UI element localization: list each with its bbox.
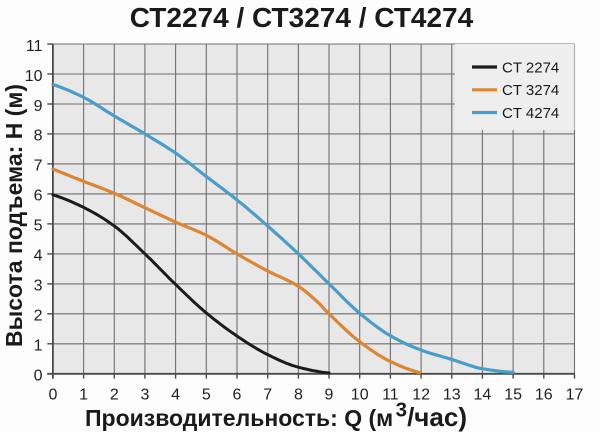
svg-text:17: 17: [566, 387, 584, 404]
svg-text:9: 9: [325, 387, 334, 404]
svg-text:0: 0: [34, 368, 43, 385]
svg-text:6: 6: [34, 188, 43, 205]
svg-text:8: 8: [34, 128, 43, 145]
svg-text:10: 10: [351, 387, 369, 404]
svg-text:15: 15: [504, 387, 522, 404]
svg-text:СТ2274 / СТ3274 / СТ4274: СТ2274 / СТ3274 / СТ4274: [130, 2, 474, 33]
svg-text:1: 1: [79, 387, 88, 404]
svg-text:11: 11: [382, 387, 399, 404]
svg-text:7: 7: [34, 158, 43, 175]
svg-text:CT 4274: CT 4274: [502, 105, 559, 122]
svg-text:4: 4: [171, 387, 180, 404]
svg-text:4: 4: [34, 248, 43, 265]
svg-text:3: 3: [34, 278, 43, 295]
svg-text:CT 2274: CT 2274: [502, 59, 559, 76]
svg-text:10: 10: [25, 68, 43, 85]
svg-text:11: 11: [26, 38, 43, 55]
svg-text:5: 5: [202, 387, 211, 404]
svg-text:13: 13: [443, 387, 461, 404]
svg-text:7: 7: [263, 387, 272, 404]
svg-text:2: 2: [110, 387, 119, 404]
svg-text:14: 14: [474, 387, 492, 404]
svg-text:16: 16: [535, 387, 553, 404]
svg-text:Высота подъема: Н (м): Высота подъема: Н (м): [1, 84, 27, 347]
svg-text:0: 0: [48, 387, 57, 404]
svg-text:1: 1: [34, 338, 43, 355]
svg-text:2: 2: [34, 308, 43, 325]
svg-text:5: 5: [34, 218, 43, 235]
svg-text:9: 9: [34, 98, 43, 115]
svg-text:3: 3: [140, 387, 149, 404]
svg-text:12: 12: [412, 387, 430, 404]
svg-text:CT 3274: CT 3274: [502, 82, 559, 99]
svg-text:8: 8: [294, 387, 303, 404]
svg-text:6: 6: [233, 387, 242, 404]
